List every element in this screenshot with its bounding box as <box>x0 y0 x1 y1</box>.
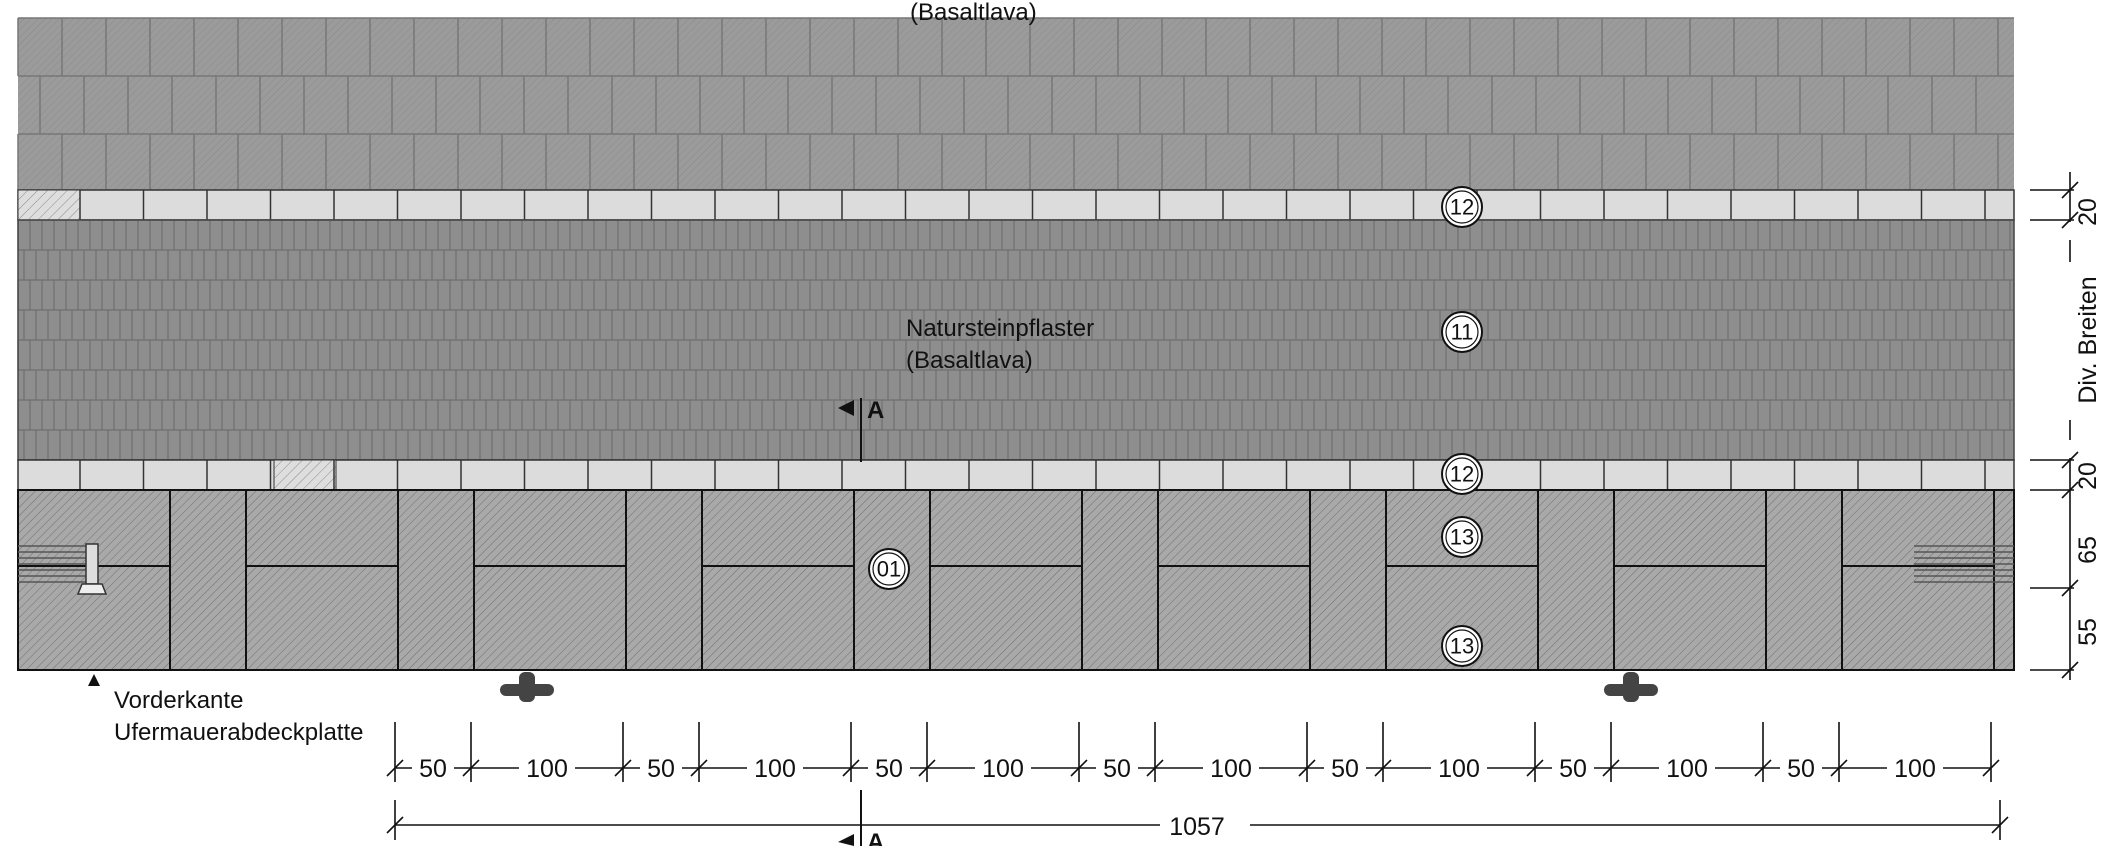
top-paving-area: (Basaltlava) <box>17 0 2014 190</box>
front-edge-line2: Ufermauerabdeckplatte <box>114 719 363 746</box>
paving-name-label: Natursteinpflaster <box>906 315 1094 342</box>
section-mark-upper: A <box>838 397 884 462</box>
tag-curb-bottom: 12 <box>1441 453 1483 495</box>
railing-right <box>1914 545 2014 583</box>
section-mark-label-lower: A <box>867 829 884 846</box>
svg-text:01: 01 <box>877 557 901 582</box>
total-dimension-label: 1057 <box>1169 813 1225 841</box>
section-mark-label: A <box>867 397 884 424</box>
side-dim-slab-lower: 55 <box>2074 618 2102 646</box>
mooring-cleat-right <box>1604 672 1658 702</box>
dimension-segment-label: 50 <box>419 755 447 783</box>
dimension-segment-label: 50 <box>1559 755 1587 783</box>
side-dim-curb-top: 20 <box>2074 198 2102 226</box>
curb-row-top <box>17 189 2015 221</box>
dimension-segment-label: 100 <box>982 755 1024 783</box>
mooring-cleat-left <box>500 672 554 702</box>
coping-slab-area <box>17 489 2015 671</box>
tag-paving: 11 <box>1441 311 1483 353</box>
svg-text:13: 13 <box>1450 525 1474 550</box>
svg-text:12: 12 <box>1450 195 1474 220</box>
bottom-dimension-chain: 50 100 50 100 50 100 50 100 50 100 50 100 50 100 <box>386 722 2000 783</box>
side-dimensions <box>2030 172 2079 680</box>
dimension-segment-label: 100 <box>1210 755 1252 783</box>
top-paving-caption: (Basaltlava) <box>910 0 1037 26</box>
section-mark-lower: A <box>838 790 884 846</box>
front-edge-note: Vorderkante Ufermauerabdeckplatte <box>88 674 363 746</box>
svg-text:13: 13 <box>1450 634 1474 659</box>
dimension-segment-label: 100 <box>526 755 568 783</box>
tag-slab-upper: 13 <box>1441 516 1483 558</box>
side-dim-width-label: Div. Breiten <box>2074 276 2102 403</box>
dimension-segment-label: 50 <box>1331 755 1359 783</box>
dimension-segment-label: 50 <box>647 755 675 783</box>
total-dimension: 1057 <box>386 800 2009 841</box>
svg-text:12: 12 <box>1450 462 1474 487</box>
dimension-segment-label: 50 <box>1787 755 1815 783</box>
curb-row-bottom <box>17 459 2015 491</box>
dimension-segment-label: 100 <box>1894 755 1936 783</box>
tag-slab-lower: 13 <box>1441 625 1483 667</box>
dimension-segment-label: 50 <box>1103 755 1131 783</box>
side-dim-curb-bottom: 20 <box>2074 462 2102 490</box>
dimension-segment-label: 100 <box>754 755 796 783</box>
dimension-segment-label: 50 <box>875 755 903 783</box>
side-dim-slab-upper: 65 <box>2074 536 2102 564</box>
dimension-segment-label: 100 <box>1666 755 1708 783</box>
front-edge-line1: Vorderkante <box>114 687 243 714</box>
tag-curb-top: 12 <box>1441 186 1483 228</box>
dimension-segment-label: 100 <box>1438 755 1480 783</box>
cobblestone-paving <box>17 219 2015 461</box>
tag-wall-cap: 01 <box>868 548 910 590</box>
svg-text:11: 11 <box>1451 320 1474 345</box>
railing-left <box>18 543 108 595</box>
paving-material-label: (Basaltlava) <box>906 347 1033 374</box>
